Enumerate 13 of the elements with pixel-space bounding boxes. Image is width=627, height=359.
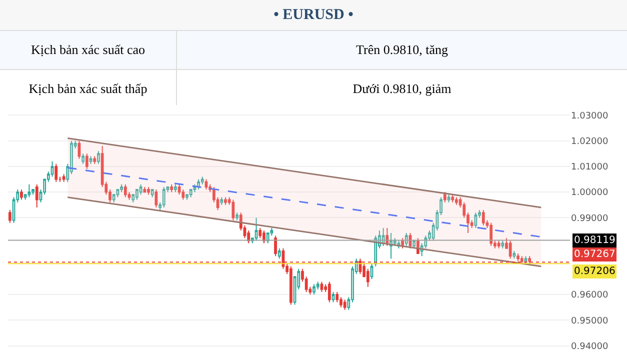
y-tick-label: 1.02000	[571, 137, 608, 148]
y-tick-label: 1.00000	[571, 188, 608, 198]
ref-line-label: 0.97206	[574, 266, 616, 277]
y-tick-label: 0.99000	[571, 214, 608, 224]
y-tick-label: 1.01000	[571, 162, 608, 173]
chart-title: • EURUSD •	[0, 0, 627, 31]
y-tick-label: 0.94000	[571, 342, 608, 352]
y-tick-label: 1.03000	[571, 111, 608, 122]
y-tick-label: 0.96000	[571, 290, 608, 301]
ref-line-label: 0.98119	[574, 235, 616, 246]
scenario-table: Kịch bản xác suất cao Trên 0.9810, tăng Kịch bản xác suất thấp Dưới 0.9810, giảm	[0, 31, 627, 109]
y-tick-label: 0.95000	[571, 316, 608, 326]
ref-line-label: 0.97267	[574, 249, 616, 260]
